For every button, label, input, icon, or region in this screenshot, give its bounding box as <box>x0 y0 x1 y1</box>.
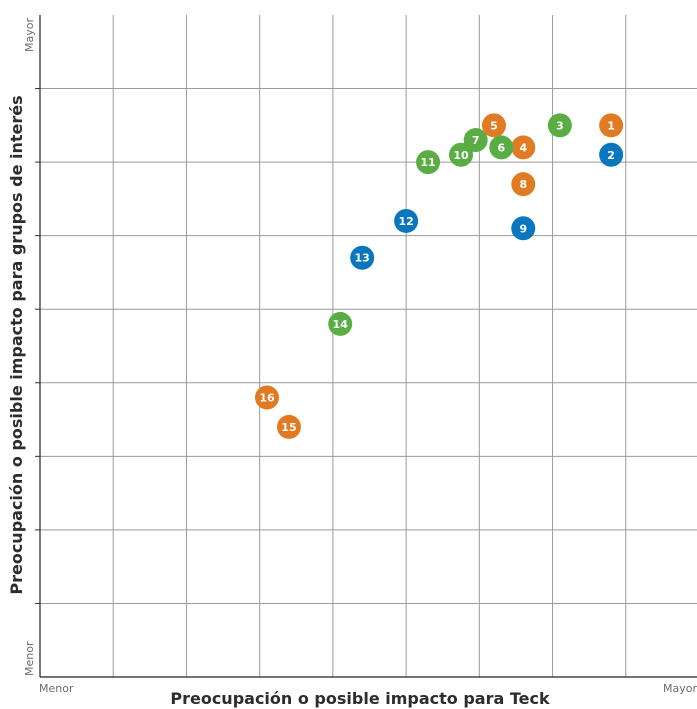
chart-grid <box>35 15 697 677</box>
data-point-label: 5 <box>490 119 498 132</box>
data-point-12: 12 <box>394 208 419 233</box>
data-point-14: 14 <box>328 311 353 336</box>
data-point-label: 13 <box>355 252 370 265</box>
data-point-6: 6 <box>489 135 514 160</box>
data-point-1: 1 <box>599 113 624 138</box>
data-point-label: 14 <box>333 318 349 331</box>
data-point-marker <box>276 414 301 439</box>
x-axis-title: Preocupación o posible impacto para Teck <box>170 689 550 708</box>
data-point-marker <box>350 245 375 270</box>
y-axis-title: Preocupación o posible impacto para grup… <box>7 95 26 594</box>
data-point-15: 15 <box>276 414 301 439</box>
y-tick-max: Mayor <box>23 18 36 52</box>
data-point-marker <box>511 172 536 197</box>
data-point-10: 10 <box>449 142 474 167</box>
data-point-4: 4 <box>511 135 536 160</box>
data-point-label: 7 <box>472 134 480 147</box>
data-point-9: 9 <box>511 216 536 241</box>
data-point-marker <box>463 128 488 153</box>
data-point-marker <box>511 216 536 241</box>
data-point-label: 12 <box>398 215 413 228</box>
data-point-marker <box>599 142 624 167</box>
data-point-16: 16 <box>254 385 279 410</box>
data-point-marker <box>481 113 506 138</box>
data-point-label: 2 <box>607 149 615 162</box>
data-point-label: 15 <box>281 421 296 434</box>
data-point-marker <box>547 113 572 138</box>
data-point-marker <box>449 142 474 167</box>
data-point-label: 4 <box>519 141 527 154</box>
data-point-label: 3 <box>556 119 564 132</box>
data-point-11: 11 <box>416 150 441 175</box>
data-point-marker <box>328 311 353 336</box>
data-point-label: 8 <box>519 178 527 191</box>
data-point-label: 1 <box>607 119 615 132</box>
data-point-marker <box>416 150 441 175</box>
data-point-marker <box>489 135 514 160</box>
chart-axes <box>39 15 697 678</box>
x-tick-min: Menor <box>39 682 74 695</box>
data-point-13: 13 <box>350 245 375 270</box>
data-point-marker <box>254 385 279 410</box>
data-point-label: 10 <box>453 149 469 162</box>
data-point-label: 6 <box>497 141 505 154</box>
x-tick-max: Mayor <box>663 682 697 695</box>
data-point-8: 8 <box>511 172 536 197</box>
data-point-marker <box>394 208 419 233</box>
data-point-2: 2 <box>599 142 624 167</box>
data-point-marker <box>511 135 536 160</box>
data-point-3: 3 <box>547 113 572 138</box>
data-point-label: 9 <box>519 222 527 235</box>
data-point-label: 16 <box>259 391 275 404</box>
data-point-label: 11 <box>420 156 435 169</box>
y-tick-min: Menor <box>23 641 36 676</box>
data-point-5: 5 <box>481 113 506 138</box>
data-point-marker <box>599 113 624 138</box>
data-point-7: 7 <box>463 128 488 153</box>
